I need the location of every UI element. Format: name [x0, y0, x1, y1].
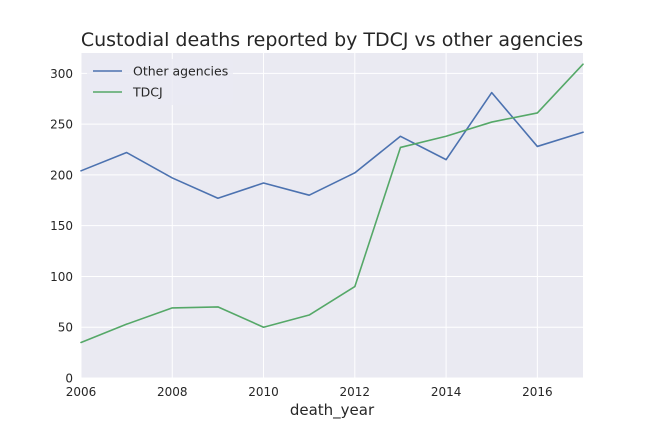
legend-box	[87, 59, 233, 105]
y-tick-label: 50	[58, 321, 73, 335]
legend-label-1: TDCJ	[132, 85, 163, 100]
x-axis-ticks: 2006 2008 2010 2012 2014 2016	[66, 385, 553, 399]
x-tick-label: 2012	[340, 385, 371, 399]
series-line-0	[80, 91, 584, 200]
y-tick-label: 100	[50, 270, 73, 284]
y-tick-label: 250	[50, 118, 73, 132]
y-tick-label: 150	[50, 219, 73, 233]
legend-label-0: Other agencies	[133, 64, 228, 79]
y-tick-label: 300	[50, 67, 73, 81]
plot-area	[81, 53, 583, 378]
y-tick-label: 200	[50, 168, 73, 182]
x-tick-label: 2008	[157, 385, 188, 399]
chart-title: Custodial deaths reported by TDCJ vs oth…	[81, 29, 583, 51]
x-tick-label: 2016	[522, 385, 553, 399]
series-line-1	[80, 63, 584, 344]
y-tick-label: 0	[65, 372, 73, 386]
series-lines	[80, 63, 584, 344]
x-tick-label: 2014	[431, 385, 462, 399]
y-axis-ticks: 0 50 100 150 200 250 300	[50, 67, 73, 386]
x-tick-label: 2010	[248, 385, 279, 399]
grid-lines	[80, 53, 583, 379]
legend: Other agencies TDCJ	[87, 59, 233, 105]
x-tick-label: 2006	[66, 385, 97, 399]
x-axis-label: death_year	[290, 401, 375, 420]
